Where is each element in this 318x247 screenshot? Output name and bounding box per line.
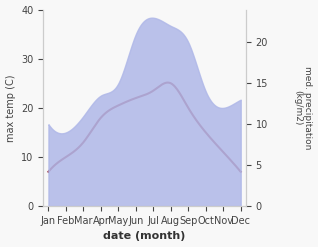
- Y-axis label: med. precipitation
(kg/m2): med. precipitation (kg/m2): [293, 66, 313, 149]
- Y-axis label: max temp (C): max temp (C): [5, 74, 16, 142]
- X-axis label: date (month): date (month): [103, 231, 186, 242]
